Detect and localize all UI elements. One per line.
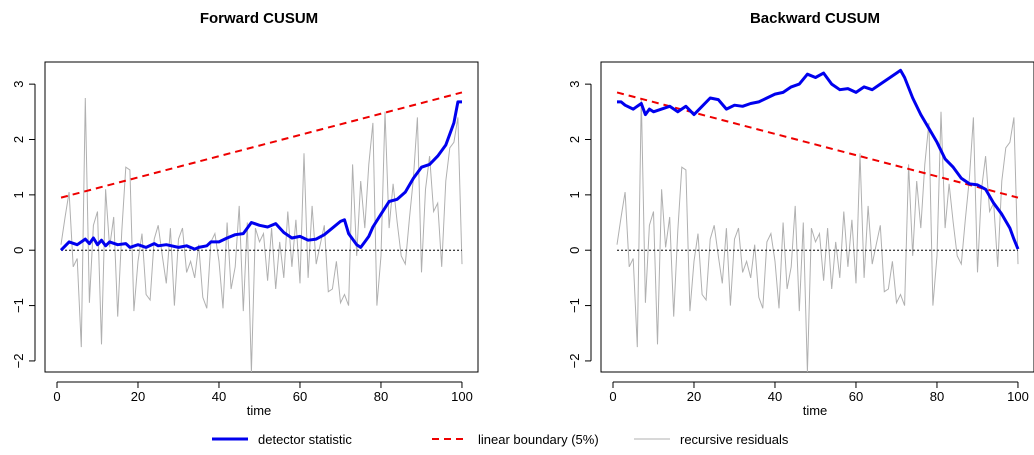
residuals-series-line	[616, 97, 1019, 373]
y-tick-label: 0	[11, 247, 26, 254]
detector-layer	[617, 68, 1020, 250]
residuals-layer	[60, 97, 463, 373]
axes-group: 0 20 40 60 80 100 −2 −1 0 1 2 3	[11, 81, 473, 404]
y-tick-label: 3	[567, 81, 582, 88]
x-tick-label: 80	[374, 389, 388, 404]
residuals-layer	[616, 97, 1019, 373]
detector-series-line	[617, 68, 1020, 250]
x-tick-label: 100	[1007, 389, 1029, 404]
x-tick-label: 20	[131, 389, 145, 404]
legend-item-boundary: linear boundary (5%)	[432, 432, 599, 447]
boundary-series-line	[616, 91, 1019, 199]
x-tick-label: 60	[293, 389, 307, 404]
legend-item-detector: detector statistic	[212, 432, 352, 447]
boundary-series-line	[60, 91, 463, 199]
forward-cusum-panel: Forward CUSUM 0 20 40 60 80 100 −2 −1 0 1 2 3 time	[11, 10, 479, 418]
y-tick-label: −1	[567, 298, 582, 313]
y-tick-label: −2	[11, 354, 26, 369]
y-tick-label: 1	[567, 191, 582, 198]
panel-title: Forward CUSUM	[200, 10, 318, 27]
x-axis-label: time	[803, 403, 828, 418]
plot-frame	[600, 61, 1034, 373]
y-tick-label: 3	[11, 81, 26, 88]
x-tick-label: 20	[687, 389, 701, 404]
y-tick-label: −2	[567, 354, 582, 369]
residuals-series-line	[60, 97, 463, 373]
detector-layer	[59, 100, 462, 252]
detector-series-line	[59, 100, 462, 252]
x-tick-label: 0	[609, 389, 616, 404]
backward-cusum-panel: Backward CUSUM 0 20 40 60 80 100 −2 −1 0 1 2 3 time	[567, 10, 1034, 418]
axes-group: 0 20 40 60 80 100 −2 −1 0 1 2 3	[567, 81, 1029, 404]
legend-label-boundary: linear boundary (5%)	[478, 432, 599, 447]
legend: detector statistic linear boundary (5%) …	[212, 432, 789, 447]
panel-title: Backward CUSUM	[750, 10, 880, 27]
plot-frame	[44, 61, 479, 373]
y-tick-label: 1	[11, 191, 26, 198]
x-tick-label: 60	[849, 389, 863, 404]
legend-label-detector: detector statistic	[258, 432, 352, 447]
y-tick-label: 2	[11, 136, 26, 143]
x-tick-label: 40	[212, 389, 226, 404]
y-tick-label: 2	[567, 136, 582, 143]
legend-item-residuals: recursive residuals	[634, 432, 789, 447]
y-tick-label: −1	[11, 298, 26, 313]
x-axis-label: time	[247, 403, 272, 418]
y-tick-label: 0	[567, 247, 582, 254]
boundary-layer	[616, 91, 1019, 199]
x-tick-label: 40	[768, 389, 782, 404]
x-tick-label: 100	[451, 389, 473, 404]
boundary-layer	[60, 91, 463, 199]
x-tick-label: 0	[53, 389, 60, 404]
x-tick-label: 80	[930, 389, 944, 404]
legend-label-residuals: recursive residuals	[680, 432, 789, 447]
